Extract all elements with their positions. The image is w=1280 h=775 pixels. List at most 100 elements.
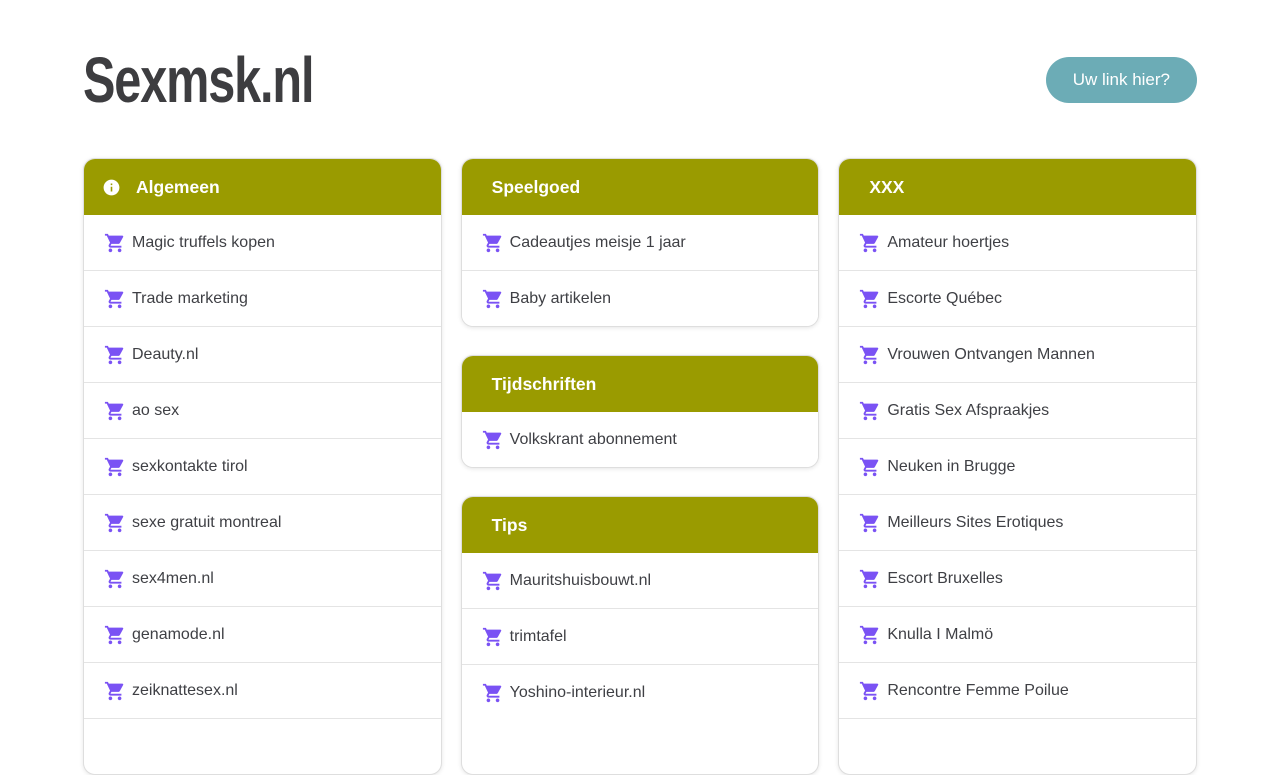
- list-item-partial: [839, 718, 1196, 774]
- shopping-cart-icon: [104, 512, 126, 534]
- shopping-cart-icon: [104, 344, 126, 366]
- card-title: Speelgoed: [491, 176, 581, 197]
- list-item[interactable]: Cadeautjes meisje 1 jaar: [461, 215, 819, 270]
- list-item[interactable]: Trade marketing: [84, 270, 441, 326]
- card-tail: [462, 720, 819, 774]
- shopping-cart-icon: [859, 624, 881, 646]
- column-left: Algemeen Magic truffels kopen: [83, 158, 442, 775]
- shopping-cart-icon: [104, 288, 126, 310]
- card-title: Tijdschriften: [491, 373, 597, 394]
- list-item-label: Rencontre Femme Poilue: [887, 681, 1069, 699]
- shopping-cart-icon: [482, 429, 504, 451]
- list-item[interactable]: Neuken in Brugge: [839, 438, 1196, 494]
- shopping-cart-icon: [482, 626, 504, 648]
- list-item[interactable]: Escort Bruxelles: [839, 550, 1196, 606]
- list-item-label: trimtafel: [509, 627, 567, 645]
- list-item[interactable]: zeiknattesex.nl: [84, 662, 441, 718]
- shopping-cart-icon: [482, 682, 504, 704]
- list-item-label: Knulla I Malmö: [887, 625, 994, 643]
- shopping-cart-icon: [859, 344, 881, 366]
- list-item-label: Vrouwen Ontvangen Mannen: [887, 345, 1095, 363]
- shopping-cart-icon: [104, 456, 126, 478]
- link-list-speelgoed: Cadeautjes meisje 1 jaar Baby artikelen: [461, 215, 819, 326]
- list-item[interactable]: Rencontre Femme Poilue: [839, 662, 1196, 718]
- list-item[interactable]: sex4men.nl: [84, 550, 441, 606]
- card-header-speelgoed: Speelgoed: [461, 159, 819, 215]
- card-grid: Algemeen Magic truffels kopen: [83, 158, 1197, 775]
- list-item-label: Cadeautjes meisje 1 jaar: [509, 233, 686, 251]
- list-item-label: Meilleurs Sites Erotiques: [887, 513, 1064, 531]
- shopping-cart-icon: [482, 570, 504, 592]
- shopping-cart-icon: [104, 400, 126, 422]
- link-list-tijdschriften: Volkskrant abonnement: [461, 412, 819, 467]
- card-header-tips: Tips: [461, 497, 819, 553]
- list-item-label: Volkskrant abonnement: [509, 430, 677, 448]
- list-item-label: Magic truffels kopen: [132, 233, 275, 251]
- card-title: Tips: [491, 514, 528, 535]
- shopping-cart-icon: [482, 288, 504, 310]
- link-list-tips: Mauritshuisbouwt.nl trimtafel: [461, 553, 819, 720]
- list-item[interactable]: genamode.nl: [84, 606, 441, 662]
- list-item[interactable]: Magic truffels kopen: [84, 215, 441, 270]
- list-item-label: sex4men.nl: [132, 569, 214, 587]
- shopping-cart-icon: [482, 232, 504, 254]
- list-item[interactable]: sexe gratuit montreal: [84, 494, 441, 550]
- list-item-label: Yoshino-interieur.nl: [509, 683, 646, 701]
- list-item-label: sexkontakte tirol: [132, 457, 248, 475]
- card-header-algemeen: Algemeen: [84, 159, 441, 215]
- column-middle: Speelgoed Cadeautjes meisje 1 jaar: [460, 158, 820, 775]
- your-link-here-button[interactable]: Uw link hier?: [1045, 57, 1197, 103]
- link-list-algemeen: Magic truffels kopen Trade marketing: [84, 215, 441, 718]
- card-title: XXX: [869, 176, 905, 197]
- list-item[interactable]: ao sex: [84, 382, 441, 438]
- shopping-cart-icon: [104, 568, 126, 590]
- card-xxx: XXX Amateur hoertjes: [838, 158, 1197, 775]
- shopping-cart-icon: [859, 568, 881, 590]
- link-list-xxx: Amateur hoertjes Escorte Québec: [839, 215, 1196, 718]
- list-item[interactable]: Yoshino-interieur.nl: [461, 664, 819, 720]
- card-tijdschriften: Tijdschriften Volkskrant abonnement: [460, 355, 820, 468]
- list-item[interactable]: Mauritshuisbouwt.nl: [461, 553, 819, 608]
- list-item-label: Amateur hoertjes: [887, 233, 1010, 251]
- card-title: Algemeen: [136, 176, 220, 197]
- list-item-label: Mauritshuisbouwt.nl: [509, 571, 652, 589]
- list-item[interactable]: Baby artikelen: [461, 270, 819, 326]
- shopping-cart-icon: [104, 232, 126, 254]
- list-item[interactable]: sexkontakte tirol: [84, 438, 441, 494]
- list-item-label: Escorte Québec: [887, 289, 1003, 307]
- list-item-label: Trade marketing: [132, 289, 248, 307]
- topbar: Sexmsk.nl Uw link hier?: [83, 46, 1197, 114]
- shopping-cart-icon: [859, 512, 881, 534]
- list-item-label: Gratis Sex Afspraakjes: [887, 401, 1050, 419]
- info-icon: [102, 178, 121, 197]
- list-item[interactable]: trimtafel: [461, 608, 819, 664]
- list-item-label: sexe gratuit montreal: [132, 513, 282, 531]
- list-item[interactable]: Gratis Sex Afspraakjes: [839, 382, 1196, 438]
- list-item-label: Baby artikelen: [509, 289, 612, 307]
- card-algemeen: Algemeen Magic truffels kopen: [83, 158, 442, 775]
- list-item-label: Neuken in Brugge: [887, 457, 1016, 475]
- list-item[interactable]: Amateur hoertjes: [839, 215, 1196, 270]
- shopping-cart-icon: [859, 288, 881, 310]
- list-item-label: genamode.nl: [132, 625, 225, 643]
- card-tips: Tips Mauritshuisbouwt.nl: [460, 496, 820, 775]
- shopping-cart-icon: [859, 456, 881, 478]
- list-item[interactable]: Deauty.nl: [84, 326, 441, 382]
- card-header-tijdschriften: Tijdschriften: [461, 356, 819, 412]
- list-item[interactable]: Knulla I Malmö: [839, 606, 1196, 662]
- list-item-label: zeiknattesex.nl: [132, 681, 238, 699]
- list-item[interactable]: Meilleurs Sites Erotiques: [839, 494, 1196, 550]
- list-item-label: Escort Bruxelles: [887, 569, 1003, 587]
- site-logo: Sexmsk.nl: [83, 44, 315, 116]
- card-speelgoed: Speelgoed Cadeautjes meisje 1 jaar: [460, 158, 820, 327]
- column-right: XXX Amateur hoertjes: [838, 158, 1197, 775]
- shopping-cart-icon: [859, 232, 881, 254]
- shopping-cart-icon: [859, 680, 881, 702]
- list-item[interactable]: Vrouwen Ontvangen Mannen: [839, 326, 1196, 382]
- shopping-cart-icon: [104, 680, 126, 702]
- list-item[interactable]: Escorte Québec: [839, 270, 1196, 326]
- shopping-cart-icon: [104, 624, 126, 646]
- list-item[interactable]: Volkskrant abonnement: [461, 412, 819, 467]
- page: Sexmsk.nl Uw link hier? Algemeen: [0, 46, 1280, 775]
- list-item-label: Deauty.nl: [132, 345, 199, 363]
